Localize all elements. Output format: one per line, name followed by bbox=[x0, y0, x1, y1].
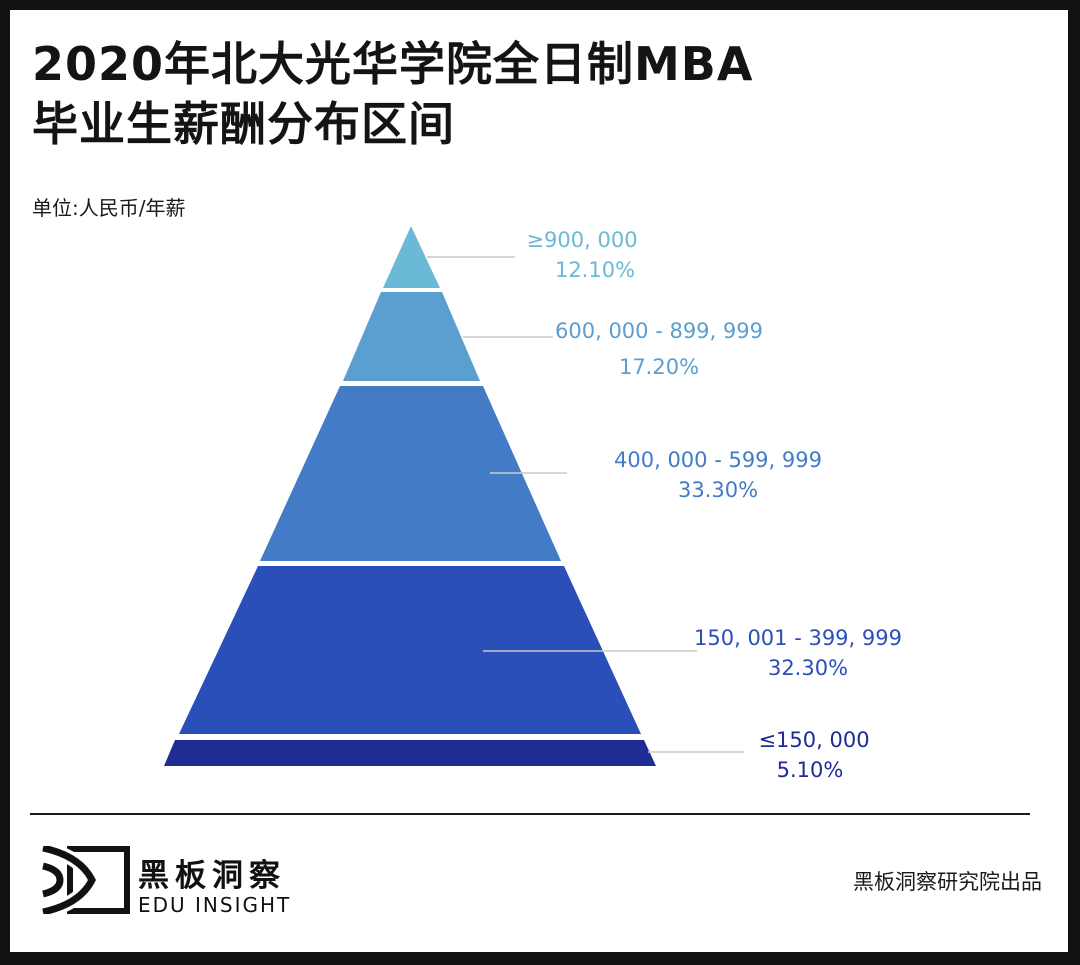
infographic-card bbox=[10, 10, 1068, 952]
label-600k-899k: 600, 000 - 899, 999 17.20% bbox=[555, 316, 763, 382]
unit-label: 单位:人民币/年薪 bbox=[32, 196, 186, 220]
label-pct: 32.30% bbox=[767, 656, 849, 680]
chart-title: 2020年北大光华学院全日制MBA 毕业生薪酬分布区间 bbox=[32, 34, 753, 154]
label-150k-below: ≤150, 000 5.10% bbox=[758, 725, 869, 785]
label-pct: 33.30% bbox=[677, 478, 759, 502]
logo-english-name: EDU INSIGHT bbox=[138, 893, 292, 917]
footer-divider bbox=[30, 813, 1030, 815]
pyramid-band-150k-below bbox=[164, 740, 656, 766]
label-900k-plus: ≥900, 000 12.10% bbox=[526, 225, 637, 285]
label-range: ≥900, 000 bbox=[526, 228, 638, 252]
title-line-1: 2020年北大光华学院全日制MBA bbox=[32, 37, 754, 91]
label-150k-399k: 150, 001 - 399, 999 32.30% bbox=[694, 623, 902, 683]
pyramid-band-900k-plus bbox=[383, 226, 440, 288]
label-range: 400, 000 - 599, 999 bbox=[614, 448, 822, 472]
label-400k-599k: 400, 000 - 599, 999 33.30% bbox=[614, 445, 822, 505]
edu-insight-logo-icon bbox=[41, 846, 130, 914]
title-line-2: 毕业生薪酬分布区间 bbox=[32, 97, 455, 151]
pyramid-band-150k-399k bbox=[179, 566, 641, 734]
label-pct: 12.10% bbox=[554, 258, 636, 282]
label-pct: 17.20% bbox=[618, 355, 700, 379]
pyramid-band-400k-599k bbox=[260, 386, 561, 561]
label-pct: 5.10% bbox=[776, 758, 844, 782]
footer-credit: 黑板洞察研究院出品 bbox=[853, 870, 1042, 894]
label-range: 150, 001 - 399, 999 bbox=[694, 626, 902, 650]
logo-chinese-name: 黑板洞察 bbox=[138, 858, 286, 894]
label-range: ≤150, 000 bbox=[758, 728, 870, 752]
label-range: 600, 000 - 899, 999 bbox=[555, 319, 763, 343]
pyramid-band-600k-899k bbox=[343, 292, 480, 381]
